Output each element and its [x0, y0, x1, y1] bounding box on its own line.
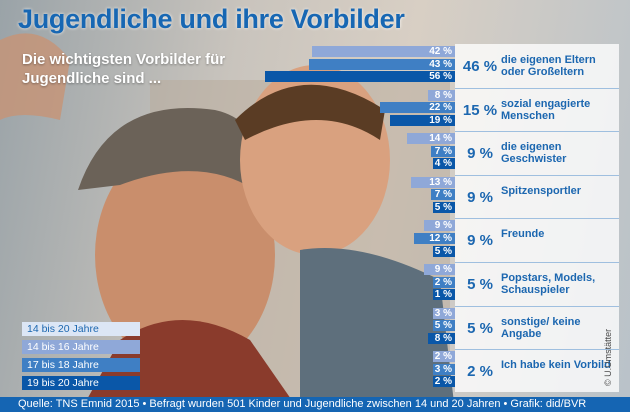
bar-value-label: 42 %: [429, 46, 452, 57]
category-total: 9 %: [467, 188, 493, 206]
category-separator: [455, 131, 619, 133]
bar: [410, 176, 455, 188]
bar-value-label: 12 %: [429, 233, 452, 244]
category-label: die eigenen Eltern oder Großeltern: [501, 54, 596, 78]
bar: [431, 189, 455, 201]
bar-value-label: 2 %: [434, 276, 452, 288]
bar: [380, 102, 455, 114]
bar: [433, 363, 455, 375]
bar-value-label: 4 %: [434, 158, 452, 170]
category-separator: [455, 218, 619, 220]
bar-value-label: 14 %: [429, 133, 452, 145]
bar: [414, 233, 455, 244]
bar-value-label: 5 %: [434, 245, 452, 257]
bar: [407, 133, 455, 145]
bar-value-label: 2 %: [434, 376, 452, 388]
bar: [424, 220, 455, 232]
source-footer: Quelle: TNS Emnid 2015 • Befragt wurden …: [0, 397, 630, 412]
bar-value-label: 8 %: [434, 89, 452, 101]
category-total: 9 %: [467, 145, 493, 163]
bar-value-label: 8 %: [434, 332, 452, 344]
category-separator: [455, 174, 619, 176]
category-label: sozial engagierte Menschen: [501, 97, 591, 122]
bar-value-label: 3 %: [434, 363, 452, 375]
category-total: 46 %: [462, 58, 498, 75]
category-separator: [455, 305, 619, 307]
bar: [433, 376, 455, 388]
bar-value-label: 5 %: [434, 202, 452, 213]
bar-value-label: 9 %: [434, 220, 452, 232]
bar: [433, 307, 455, 319]
bar: [424, 264, 455, 275]
category-label: Spitzensportler: [501, 184, 582, 197]
bar: [433, 158, 455, 170]
bar: [433, 351, 455, 363]
bar: [433, 289, 455, 301]
bar-value-label: 1 %: [434, 289, 452, 301]
category-total: 5 %: [467, 276, 493, 293]
bar-value-label: 22 %: [429, 102, 452, 114]
category-total: 9 %: [467, 232, 493, 250]
bar: [433, 245, 455, 257]
chart-subtitle: Die wichtigsten Vorbilder für Jugendlich…: [22, 51, 226, 87]
legend-item-total: 14 bis 20 Jahre: [22, 322, 140, 336]
chart-title: Jugendliche und ihre Vorbilder: [18, 4, 405, 34]
bar-value-label: 19 %: [429, 114, 452, 126]
bar: [427, 89, 455, 101]
category-total: 5 %: [467, 319, 493, 337]
legend-item-14-16: 14 bis 16 Jahre: [22, 340, 140, 354]
bar-value-label: 13 %: [429, 176, 452, 188]
legend: 14 bis 20 Jahre 14 bis 16 Jahre 17 bis 1…: [22, 322, 140, 394]
category-total: 2 %: [467, 363, 493, 381]
category-label: Popstars, Models, Schauspieler: [501, 272, 596, 296]
category-label: Freunde: [501, 228, 545, 241]
bar-value-label: 7 %: [434, 145, 452, 157]
bar: [264, 71, 455, 83]
category-separator: [455, 349, 619, 351]
bar-value-label: 5 %: [434, 320, 452, 332]
category-separator: [455, 87, 619, 89]
bar-value-label: 43 %: [429, 58, 452, 70]
bar: [433, 320, 455, 332]
bar: [433, 202, 455, 213]
bar: [390, 114, 455, 126]
bar: [433, 276, 455, 288]
category-separator: [455, 262, 619, 263]
category-panel: [455, 44, 619, 392]
category-label: Ich habe kein Vorbild: [501, 359, 611, 372]
bar-value-label: 2 %: [434, 351, 452, 363]
legend-item-19-20: 19 bis 20 Jahre: [22, 376, 140, 390]
bar-value-label: 9 %: [434, 264, 452, 275]
bar: [312, 46, 455, 57]
bar-value-label: 3 %: [434, 307, 452, 319]
bar-value-label: 56 %: [429, 71, 452, 83]
legend-item-17-18: 17 bis 18 Jahre: [22, 358, 140, 372]
category-total: 15 %: [462, 101, 498, 119]
bar: [308, 58, 455, 70]
bar: [427, 332, 455, 344]
photo-credit: © U.Umstätter: [603, 328, 613, 386]
category-label: die eigenen Geschwister: [501, 141, 567, 166]
bar-value-label: 7 %: [434, 189, 452, 201]
bar: [431, 145, 455, 157]
category-label: sonstige/ keine Angabe: [501, 315, 581, 340]
